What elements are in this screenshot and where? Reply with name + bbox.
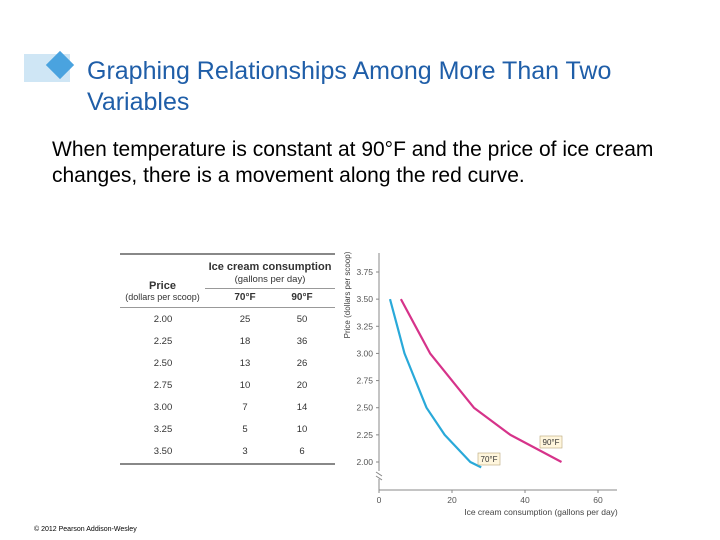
axis-break-mark [375,471,383,477]
table-cell-t70: 3 [242,446,248,457]
x-tick-label: 20 [447,495,457,505]
table-cell-t70: 5 [242,424,248,435]
table-cell-t90: 50 [296,314,308,325]
table-cell-price: 2.00 [153,314,173,325]
group-rule [205,288,335,289]
chart-series [388,298,563,469]
price-header: Price [149,280,176,292]
copyright-notice: © 2012 Pearson Addison-Wesley [34,526,137,533]
group-subheader: (gallons per day) [234,274,306,285]
series-line-70f [388,298,482,469]
table-bottom-rule [120,463,335,465]
table-cell-t70: 7 [242,402,248,413]
table-cell-price: 3.00 [153,402,173,413]
table-cell-price: 3.25 [153,424,173,435]
table-top-rule [120,253,335,255]
table-cell-t70: 13 [239,358,251,369]
table-cell-t90: 20 [296,380,308,391]
table-cell-price: 2.75 [153,380,173,391]
chart-labels: 70°F 90°F Ice cream consumption (gallons p… [343,251,618,517]
y-tick-label: 3.50 [356,294,373,304]
series-label-70f-box [477,452,501,466]
y-axis-label: Price (dollars per scoop) [343,251,352,338]
table-cell-t70: 18 [239,336,251,347]
x-tick-label: 40 [520,495,530,505]
x-tick-label: 60 [593,495,603,505]
y-tick-label: 2.50 [356,403,373,413]
series-label-90f: 90°F [543,438,560,447]
y-tick-label: 2.25 [356,430,373,440]
y-tick-label: 3.00 [356,348,373,358]
table-cell-t90: 6 [299,446,305,457]
table-cell-t70: 25 [239,314,251,325]
y-tick-label: 2.00 [356,457,373,467]
series-line-90f [399,298,563,463]
table-cell-t90: 10 [296,424,308,435]
table-cell-price: 3.50 [153,446,173,457]
table-cell-t90: 26 [296,358,308,369]
table-cell-t90: 14 [296,402,308,413]
x-tick-label: 0 [377,495,382,505]
group-header: Ice cream consumption [208,261,332,273]
chart-ticks: 2.00 2.25 2.50 2.75 3.00 3.25 3.50 3.75 0 20 40 60 [356,267,603,505]
series-label-70f: 70°F [481,455,498,464]
price-subheader: (dollars per scoop) [125,292,200,302]
slide-title: Graphing Relationships Among More Than T… [87,57,612,116]
col-header-70: 70°F [234,292,256,303]
table-cell-price: 2.25 [153,336,173,347]
header-rule [120,307,335,308]
data-table: Ice cream consumption (gallons per day) … [120,250,335,468]
y-tick-label: 3.25 [356,321,373,331]
table-cell-price: 2.50 [153,358,173,369]
table-cell-t70: 10 [239,380,251,391]
col-header-90: 90°F [291,292,313,303]
axis-break-mark [375,475,383,481]
table-cell-t90: 36 [296,336,308,347]
series-label-90f-box [539,435,563,449]
y-tick-label: 3.75 [356,267,373,277]
x-axis-label: Ice cream consumption (gallons per day) [464,507,618,517]
price-consumption-chart: 2.002.252.502.753.003.253.503.750 20 40 60 … [343,251,618,517]
slide-body-text: When temperature is constant at 90°F and… [52,138,654,187]
y-tick-label: 2.75 [356,376,373,386]
